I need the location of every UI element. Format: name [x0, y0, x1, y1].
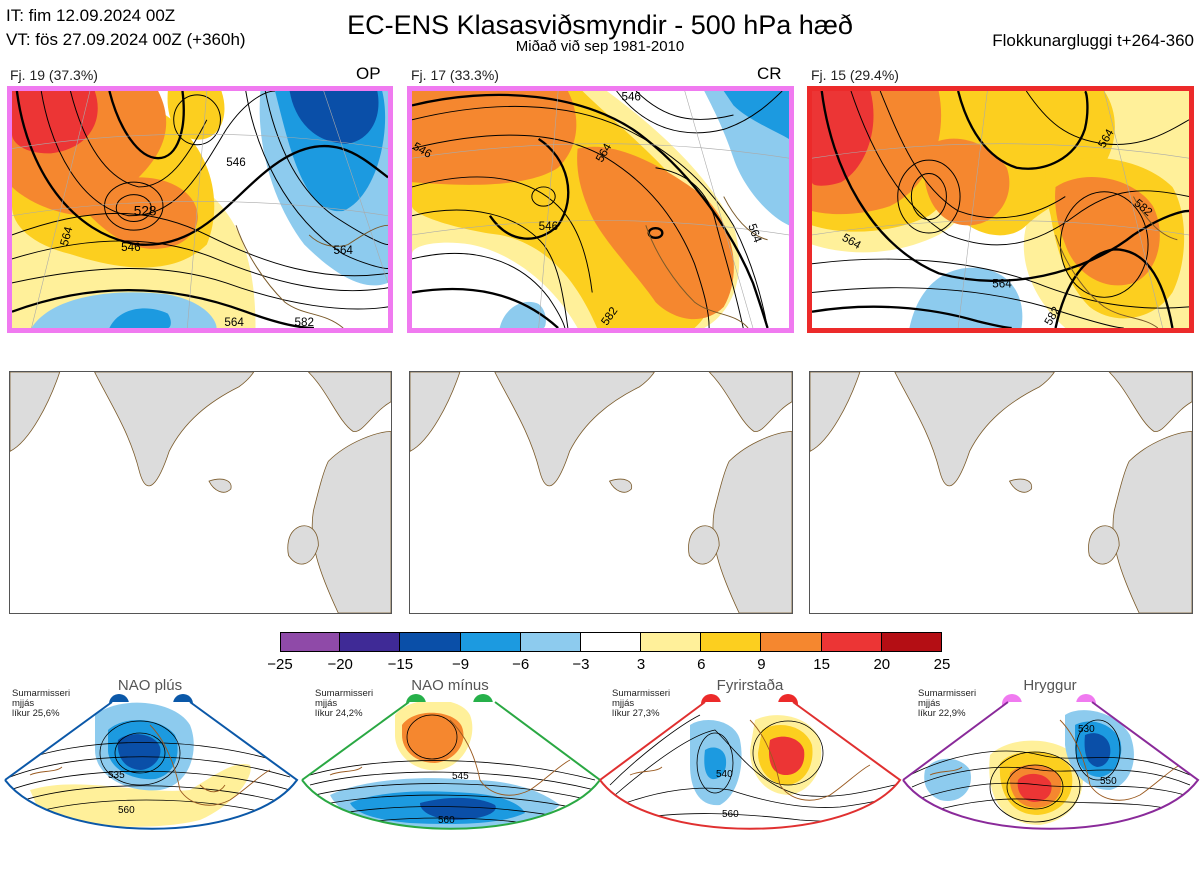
valid-time: VT: fös 27.09.2024 00Z (+360h) — [6, 30, 246, 49]
regime-2-info: Sumarmisseri mjjás líkur 24,2% — [315, 689, 373, 719]
regime-3-mean: mjjás — [612, 698, 635, 709]
regime-1-contour-a: 535 — [108, 770, 125, 781]
panel-2-tag: CR — [757, 64, 782, 83]
regime-1-prob: líkur 25,6% — [12, 708, 60, 719]
regime-1-mean: mjjás — [12, 698, 35, 709]
regime-4-contour-c: 575 — [1095, 837, 1112, 848]
regime-4-prob: líkur 22,9% — [918, 708, 966, 719]
init-time: IT: fim 12.09.2024 00Z — [6, 6, 176, 25]
svg-text:546: 546 — [539, 220, 558, 233]
colorbar-tick-label: −9 — [451, 656, 470, 673]
colorbar-segment — [761, 632, 822, 652]
regime-4-name: Hryggur — [1023, 677, 1077, 694]
svg-text:564: 564 — [58, 225, 76, 247]
regime-2-map: 545 560 575 — [302, 702, 600, 861]
colorbar-tick-label: −20 — [327, 656, 353, 673]
regime-2-frame — [301, 701, 602, 830]
colorbar-tick-label: 6 — [697, 656, 706, 673]
regime-3-name: Fyrirstaða — [716, 677, 784, 694]
regime-3-contour-a: 540 — [716, 769, 733, 780]
background-map-3 — [809, 371, 1193, 614]
regime-1-map: 535 560 — [5, 702, 297, 829]
regime-1-frame — [4, 701, 299, 830]
svg-text:564: 564 — [333, 244, 353, 257]
regime-3-prob: líkur 27,3% — [612, 708, 660, 719]
colorbar-segment — [460, 632, 521, 652]
page-title: EC-ENS Klasasviðsmyndir - 500 hPa hæð — [347, 10, 853, 40]
regime-4-mean: mjjás — [918, 698, 941, 709]
regime-3-map: 540 560 575 — [600, 702, 900, 843]
regime-3-contour-b: 560 — [722, 809, 739, 820]
regime-3-season: Sumarmisseri — [612, 688, 671, 699]
regime-4-contour-a: 530 — [1078, 724, 1095, 735]
colorbar-tick-label: 9 — [757, 656, 766, 673]
svg-text:564: 564 — [224, 316, 244, 328]
cluster-map-3: 564 564 564 582 582 — [807, 86, 1194, 333]
colorbar-segment — [821, 632, 882, 652]
page-subtitle: Miðað við sep 1981-2010 — [515, 38, 685, 55]
regime-maps: 535 560 545 560 575 — [4, 701, 1200, 861]
regime-1-info: Sumarmisseri mjjás líkur 25,6% — [12, 689, 70, 719]
svg-text:582: 582 — [294, 316, 313, 328]
colorbar-tick-label: 3 — [636, 656, 646, 673]
colorbar-tick-label: 15 — [813, 656, 830, 673]
cluster-map-1: 546 564 546 564 582 564 528 — [7, 86, 393, 333]
regime-3-frame — [599, 701, 902, 830]
background-map-2 — [409, 371, 793, 614]
svg-text:564: 564 — [992, 278, 1012, 291]
svg-text:564: 564 — [745, 222, 764, 245]
regime-4-contour-b: 550 — [1100, 776, 1117, 787]
regime-4-season: Sumarmisseri — [918, 688, 977, 699]
cluster-map-2: 546 564 564 546 582 546 — [407, 86, 794, 333]
panel-1-label: Fj. 19 (37.3%) — [10, 67, 98, 83]
classification-window: Flokkunargluggi t+264-360 — [992, 31, 1194, 50]
colorbar-segment — [400, 632, 461, 652]
colorbar-segment — [280, 632, 341, 652]
colorbar-tick-label: −15 — [387, 656, 414, 673]
svg-text:546: 546 — [121, 241, 140, 254]
panel-3-label: Fj. 15 (29.4%) — [811, 67, 899, 83]
colorbar-tick-label: −3 — [572, 656, 590, 673]
regime-2-season: Sumarmisseri — [315, 688, 374, 699]
regime-4-frame — [902, 701, 1200, 830]
colorbar-tick-label: −25 — [267, 656, 293, 673]
regime-3-contour-c: 575 — [737, 832, 754, 843]
regime-2-mean: mjjás — [315, 698, 338, 709]
regime-1-name: NAO plús — [117, 677, 183, 694]
svg-text:528: 528 — [134, 204, 157, 219]
regime-1-season: Sumarmisseri — [12, 688, 71, 699]
colorbar-tick-label: −6 — [512, 656, 530, 673]
panel-2-label: Fj. 17 (33.3%) — [411, 67, 499, 83]
svg-text:546: 546 — [226, 156, 245, 169]
regime-2-name: NAO mínus — [411, 677, 489, 694]
colorbar-tick-label: 20 — [873, 656, 891, 673]
colorbar-segment — [520, 632, 581, 652]
svg-text:546: 546 — [621, 91, 640, 104]
colorbar-segment — [701, 632, 762, 652]
panel-1-tag: OP — [356, 64, 381, 83]
regime-3-info: Sumarmisseri mjjás líkur 27,3% — [612, 689, 670, 719]
regime-4-map: 530 550 575 — [903, 702, 1198, 848]
colorbar-tick-label: 25 — [933, 656, 951, 673]
regime-4-info: Sumarmisseri mjjás líkur 22,9% — [918, 689, 976, 719]
regime-2-prob: líkur 24,2% — [315, 708, 363, 719]
regime-2-contour-b: 560 — [438, 815, 455, 826]
regime-1-contour-b: 560 — [118, 805, 135, 816]
regime-2-contour-c: 575 — [445, 850, 462, 861]
regime-2-contour-a: 545 — [452, 771, 469, 782]
background-map-1 — [9, 371, 392, 614]
colorbar-frame — [280, 632, 942, 652]
colorbar-segment — [340, 632, 401, 652]
colorbar-segment — [580, 632, 642, 652]
colorbar-segment — [641, 632, 702, 652]
